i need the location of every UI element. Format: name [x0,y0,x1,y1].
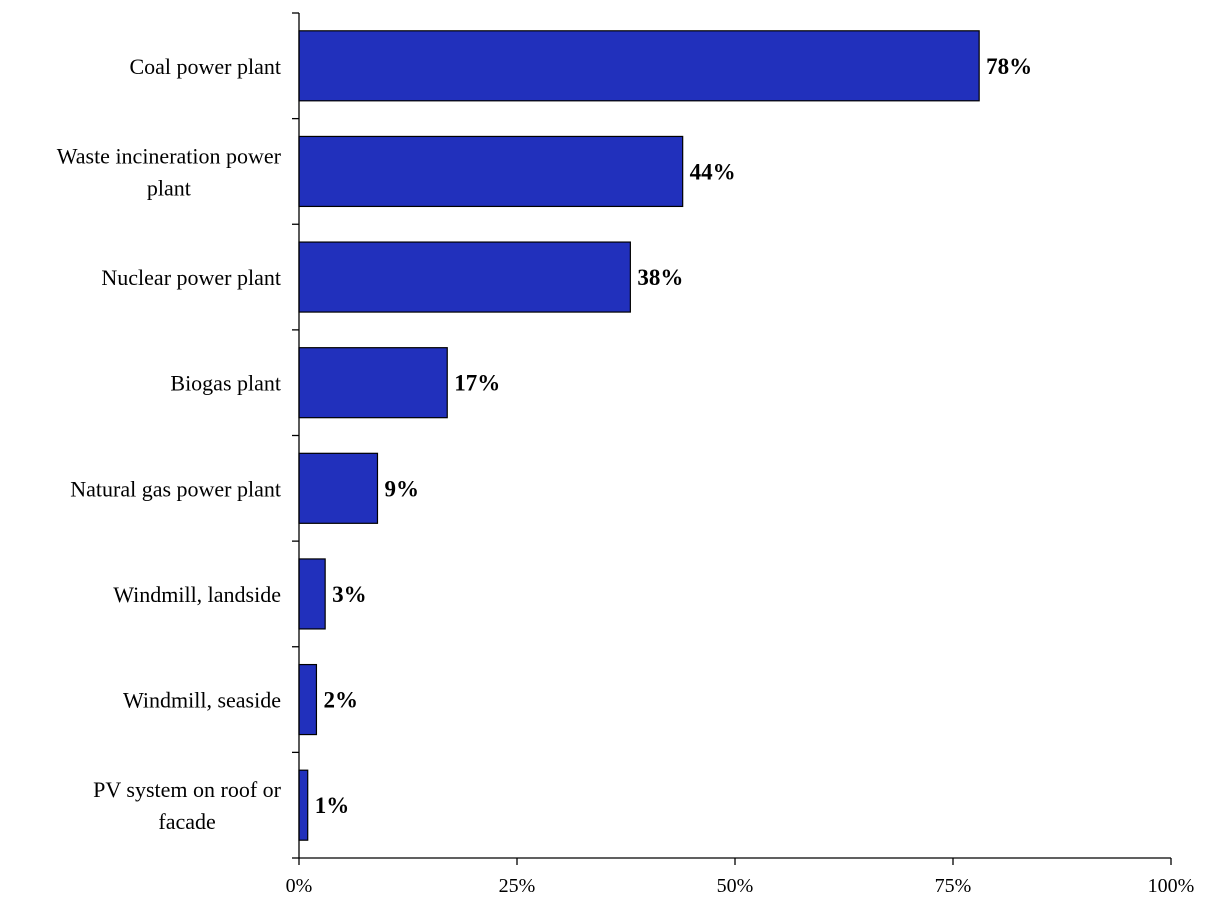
bar-1 [298,30,980,102]
bar-4 [298,347,448,419]
bar-3 [298,241,631,313]
bars-group [298,30,980,841]
bar-8 [298,769,309,841]
bar-7 [298,663,318,736]
category-label-7: Windmill, seaside [123,688,281,713]
category-label-6: Windmill, landside [113,582,281,607]
data-label-3: 38% [637,265,683,290]
category-label-line: plant [147,175,191,200]
bar-5 [298,452,379,524]
x-tick-label-5: 100% [1148,875,1195,897]
data-label-5: 9% [384,476,419,501]
data-label-6: 3% [332,582,367,607]
x-tick-label-2: 25% [499,875,536,897]
data-label-7: 2% [323,688,358,713]
axes-group [292,12,1172,865]
data-label-2: 44% [690,159,736,184]
category-label-1: Coal power plant [129,54,281,79]
bar-2 [298,135,684,208]
category-label-3: Nuclear power plant [101,265,281,290]
category-label-8: PV system on roof or facade [93,777,281,834]
x-tick-label-4: 75% [935,875,972,897]
category-label-2: Waste incineration power plant [57,143,282,200]
category-label-line: PV system on roof or [93,777,281,802]
bar-6 [298,558,326,630]
data-label-8: 1% [315,793,350,818]
category-label-line: facade [158,809,215,834]
category-label-4: Biogas plant [170,371,281,396]
category-label-line: Waste incineration power [57,143,282,168]
data-label-1: 78% [986,54,1032,79]
x-tick-label-1: 0% [286,875,313,897]
x-tick-label-3: 50% [717,875,754,897]
labels-group: 78% Coal power plant 44% Waste incineration… [57,54,1195,897]
category-label-5: Natural gas power plant [70,476,281,501]
data-label-4: 17% [454,371,500,396]
